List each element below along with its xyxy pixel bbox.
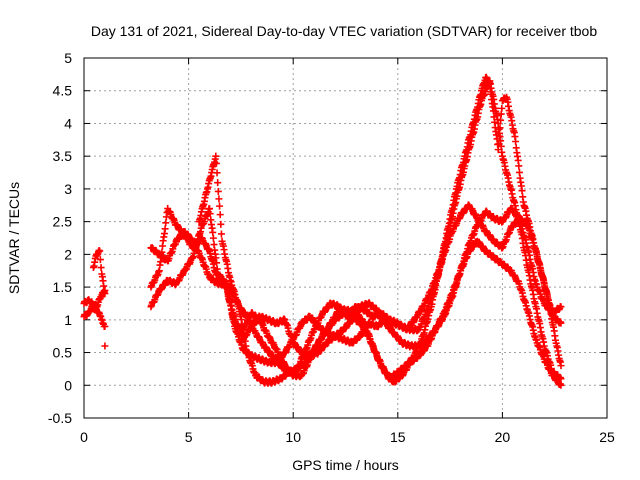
data-point: [216, 202, 224, 210]
y-tick-labels: -0.5 0 0.5 1 1.5 2 2.5 3 3.5 4 4.5 5: [48, 50, 72, 426]
data-point: [212, 152, 220, 160]
data-point: [216, 211, 224, 219]
data-point: [158, 248, 166, 256]
data-points: [80, 73, 565, 389]
series-s9: [226, 77, 565, 383]
x-tick-label: 0: [80, 429, 88, 445]
x-tick-label: 20: [495, 429, 511, 445]
data-point: [161, 225, 169, 233]
plot-frame: [83, 57, 608, 419]
data-point: [494, 119, 502, 127]
y-tick-label: 1: [64, 312, 72, 328]
chart-title: Day 131 of 2021, Sidereal Day-to-day VTE…: [91, 23, 598, 39]
data-point: [557, 319, 565, 327]
y-tick-label: 4.5: [53, 83, 73, 99]
data-point: [209, 234, 217, 242]
data-point: [497, 142, 505, 150]
x-tick-label: 5: [185, 429, 193, 445]
y-tick-label: -0.5: [48, 410, 72, 426]
series-s2: [80, 286, 109, 311]
y-tick-label: 5: [64, 50, 72, 66]
data-point: [96, 256, 104, 264]
x-tick-label: 15: [390, 429, 406, 445]
y-tick-label: 2: [64, 246, 72, 262]
y-tick-label: 3.5: [53, 148, 73, 164]
data-point: [214, 179, 222, 187]
axis-ticks: [83, 57, 608, 419]
y-axis-label: SDTVAR / TECUs: [6, 182, 22, 294]
data-point: [101, 290, 109, 298]
x-axis-label: GPS time / hours: [292, 457, 399, 473]
y-tick-label: 3: [64, 181, 72, 197]
data-point: [557, 303, 565, 311]
data-point: [101, 322, 109, 330]
x-tick-label: 25: [599, 429, 615, 445]
data-point: [217, 220, 225, 228]
y-tick-label: 0: [64, 377, 72, 393]
data-point: [557, 362, 565, 370]
data-point: [518, 187, 526, 195]
data-point: [96, 247, 104, 255]
data-point: [557, 375, 565, 383]
data-point: [217, 230, 225, 238]
data-point: [97, 264, 105, 272]
data-point: [214, 187, 222, 195]
data-point: [212, 159, 220, 167]
data-point: [101, 342, 109, 350]
y-tick-label: 0.5: [53, 345, 73, 361]
data-point: [206, 210, 214, 218]
data-point: [557, 381, 565, 389]
y-tick-label: 2.5: [53, 214, 73, 230]
series-s4: [101, 342, 109, 350]
x-tick-labels: 0 5 10 15 20 25: [80, 429, 615, 445]
series-s3: [89, 246, 109, 298]
data-point: [215, 195, 223, 203]
data-point: [213, 259, 221, 267]
y-tick-label: 1.5: [53, 279, 73, 295]
data-point: [162, 219, 170, 227]
data-point: [213, 169, 221, 177]
y-tick-label: 4: [64, 115, 72, 131]
data-point: [515, 162, 523, 170]
data-point: [512, 137, 520, 145]
grid-lines: [84, 58, 607, 418]
data-point: [498, 104, 506, 112]
x-tick-label: 10: [285, 429, 301, 445]
